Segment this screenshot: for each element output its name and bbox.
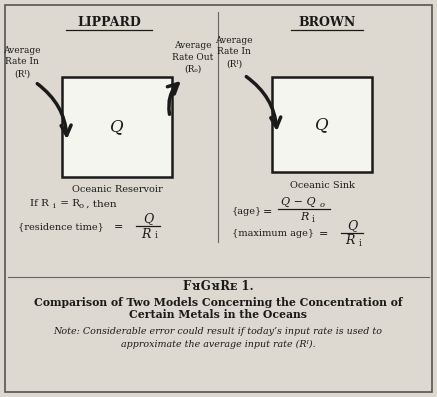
- Text: R: R: [141, 227, 151, 241]
- Text: Comparison of Two Models Concerning the Concentration of: Comparison of Two Models Concerning the …: [34, 297, 402, 308]
- Text: Q: Q: [347, 220, 357, 233]
- Text: =: =: [264, 207, 273, 217]
- Text: Oceanic Reservoir: Oceanic Reservoir: [72, 185, 163, 193]
- Text: Average
Rate In
(Rᴵ): Average Rate In (Rᴵ): [215, 36, 253, 68]
- Text: {residence time}: {residence time}: [18, 222, 104, 231]
- Text: LIPPARD: LIPPARD: [77, 15, 141, 29]
- Text: o: o: [79, 202, 84, 210]
- Text: Q: Q: [110, 118, 124, 135]
- Text: , then: , then: [83, 200, 117, 208]
- Text: Q: Q: [143, 212, 153, 225]
- Text: o: o: [320, 201, 325, 209]
- Text: R: R: [300, 212, 308, 222]
- Text: i: i: [359, 239, 362, 247]
- Text: Average
Rate In
(Rᴵ): Average Rate In (Rᴵ): [3, 46, 41, 78]
- Text: Q − Q: Q − Q: [281, 197, 316, 207]
- Text: Certain Metals in the Oceans: Certain Metals in the Oceans: [129, 308, 307, 320]
- Bar: [62, 77, 172, 177]
- Text: If R: If R: [30, 200, 49, 208]
- Text: = R: = R: [57, 200, 80, 208]
- Text: Q: Q: [315, 116, 329, 133]
- Text: i: i: [155, 231, 158, 241]
- Text: i: i: [312, 214, 315, 224]
- Text: R: R: [345, 235, 355, 247]
- Bar: [272, 77, 372, 172]
- Text: {maximum age}: {maximum age}: [232, 229, 314, 239]
- Text: =: =: [113, 222, 123, 232]
- Text: Oceanic Sink: Oceanic Sink: [290, 181, 354, 189]
- Text: approximate the average input rate (Rᴵ).: approximate the average input rate (Rᴵ).: [121, 339, 316, 349]
- Text: FᴚGᴚRᴇ 1.: FᴚGᴚRᴇ 1.: [183, 279, 253, 293]
- Text: i: i: [53, 202, 55, 210]
- Text: Average
Rate Out
(Rₒ): Average Rate Out (Rₒ): [172, 41, 214, 73]
- Text: =: =: [318, 229, 328, 239]
- Text: Note: Considerable error could result if today’s input rate is used to: Note: Considerable error could result if…: [53, 328, 382, 337]
- Text: {age}: {age}: [232, 208, 262, 216]
- Text: BROWN: BROWN: [298, 15, 356, 29]
